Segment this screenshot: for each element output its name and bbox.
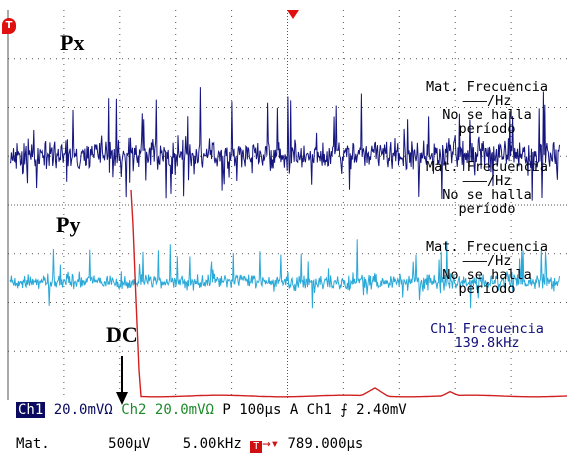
measurement-1: Mat. Frecuencia ———/Hz No se halla perío… bbox=[411, 80, 563, 136]
dc-arrow-head-icon bbox=[116, 392, 128, 405]
trigger-delay: 789.000µs bbox=[287, 436, 364, 452]
measurement-line: período bbox=[458, 121, 516, 137]
dc-label: DC bbox=[106, 322, 138, 347]
ch1-button[interactable]: Ch1 bbox=[16, 402, 46, 418]
dc-trace bbox=[130, 189, 567, 398]
measurement-line: Ch1 Frecuencia bbox=[430, 321, 544, 337]
measurement-line: No se halla bbox=[442, 107, 532, 123]
measurement-line: período bbox=[458, 201, 516, 217]
py-label: Py bbox=[56, 212, 81, 237]
ch2-button[interactable]: Ch2 bbox=[121, 402, 147, 418]
trigger-icon: T bbox=[250, 441, 263, 453]
graticule-grid bbox=[7, 10, 567, 400]
px-trace bbox=[9, 87, 560, 201]
time-position-marker-icon bbox=[287, 10, 299, 19]
measurement-4: Ch1 Frecuencia 139.8kHz bbox=[411, 322, 563, 350]
measurement-line: Mat. Frecuencia bbox=[426, 239, 548, 255]
measurement-line: período bbox=[458, 281, 516, 297]
trigger-level: 2.40mV bbox=[356, 402, 407, 418]
math-status-bar: Mat. 500µV 5.00kHz T →▾ 789.000µs bbox=[16, 436, 363, 453]
px-label: Px bbox=[60, 30, 85, 55]
measurement-line: 139.8kHz bbox=[454, 335, 520, 351]
measurement-line: Mat. Frecuencia bbox=[426, 159, 548, 175]
math-label: Mat. bbox=[16, 436, 50, 452]
measurement-line: ———/Hz bbox=[462, 173, 512, 189]
measurement-line: Mat. Frecuencia bbox=[426, 79, 548, 95]
time-base: P 100µs bbox=[222, 402, 282, 418]
measurement-line: No se halla bbox=[442, 267, 532, 283]
trigger-marker-icon: T bbox=[2, 18, 16, 34]
py-trace bbox=[9, 239, 560, 309]
measurement-line: ———/Hz bbox=[462, 93, 512, 109]
trigger-slope-icon: ⨍ bbox=[340, 402, 348, 418]
channel-status-bar: Ch1 20.0mVΩ Ch2 20.0mVΩ P 100µs A Ch1 ⨍ … bbox=[16, 402, 407, 418]
dc-arrow-icon bbox=[121, 356, 123, 394]
ch1-scale: 20.0mVΩ bbox=[53, 402, 113, 418]
ch2-scale: 20.0mVΩ bbox=[154, 402, 214, 418]
measurement-2: Mat. Frecuencia ———/Hz No se halla perío… bbox=[411, 160, 563, 216]
measurement-3: Mat. Frecuencia ———/Hz No se halla perío… bbox=[411, 240, 563, 296]
math-frequency: 5.00kHz bbox=[182, 436, 242, 452]
trigger-source: A Ch1 bbox=[289, 402, 332, 418]
measurement-line: No se halla bbox=[442, 187, 532, 203]
trigger-arrow-icon: →▾ bbox=[262, 436, 280, 452]
math-scale: 500µV bbox=[108, 436, 151, 452]
measurement-line: ———/Hz bbox=[462, 253, 512, 269]
